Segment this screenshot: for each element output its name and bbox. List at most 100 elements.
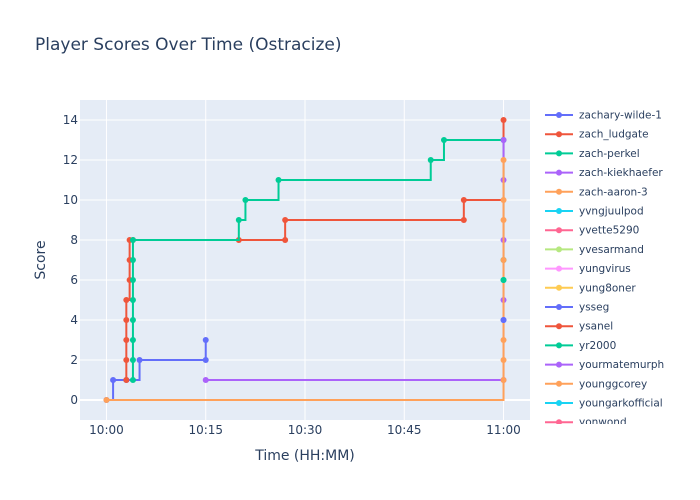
data-point	[202, 337, 209, 343]
data-point	[103, 397, 110, 403]
data-point	[500, 197, 507, 203]
legend-marker	[556, 400, 562, 406]
legend-marker	[556, 323, 562, 330]
data-point	[500, 117, 507, 123]
legend-label: yvesarmand	[579, 244, 644, 256]
data-point	[202, 357, 209, 363]
data-point	[500, 277, 507, 283]
data-point	[129, 297, 136, 303]
data-point	[129, 317, 136, 323]
data-point	[235, 217, 242, 223]
legend-marker	[556, 265, 562, 272]
data-point	[460, 217, 467, 223]
data-point	[136, 357, 143, 363]
legend-marker	[556, 246, 562, 253]
data-point	[500, 137, 507, 143]
legend-item[interactable]: zach-aaron-3	[545, 186, 648, 198]
data-point	[500, 157, 507, 163]
legend-label: yungvirus	[579, 263, 631, 275]
data-point	[500, 377, 507, 383]
legend-item[interactable]: yourmatemurph	[545, 359, 664, 371]
x-tick-label: 10:30	[288, 423, 323, 437]
data-point	[123, 377, 130, 383]
series-layer	[103, 117, 507, 403]
legend-label: ysanel	[579, 321, 613, 333]
legend-label: yourmatemurph	[579, 359, 664, 371]
legend-item[interactable]: yung8oner	[545, 282, 636, 294]
legend-item[interactable]: ysanel	[545, 321, 613, 333]
data-point	[242, 197, 249, 203]
x-tick-label: 10:15	[188, 423, 223, 437]
legend-item[interactable]: yvette5290	[545, 225, 639, 237]
legend-label: yvette5290	[579, 225, 639, 237]
legend-label: youngarkofficial	[579, 398, 663, 410]
legend-label: yung8oner	[579, 282, 636, 294]
data-point	[275, 177, 282, 183]
legend-item[interactable]: yonwond	[545, 417, 627, 429]
data-point	[460, 197, 467, 203]
legend-label: yvngjuulpod	[579, 206, 644, 218]
legend-label: ysseg	[579, 302, 609, 314]
legend-marker	[556, 188, 562, 195]
legend-label: zach-perkel	[579, 148, 640, 160]
data-point	[500, 337, 507, 343]
x-axis-title: Time (HH:MM)	[254, 448, 355, 464]
data-point	[123, 317, 130, 323]
legend-item[interactable]: zach-kiekhaefer	[545, 167, 663, 179]
data-point	[500, 257, 507, 263]
legend-marker	[556, 112, 562, 118]
legend-label: yr2000	[579, 340, 616, 352]
data-point	[129, 257, 136, 263]
data-point	[202, 377, 209, 383]
legend-item[interactable]: yvesarmand	[545, 244, 644, 256]
data-point	[282, 217, 289, 223]
legend-marker	[556, 208, 562, 214]
y-tick-label: 12	[63, 153, 78, 167]
legend-item[interactable]: yungvirus	[545, 263, 631, 275]
y-tick-label: 8	[70, 233, 78, 247]
legend-item[interactable]: zach_ludgate	[545, 129, 649, 141]
legend-label: zachary-wilde-1	[579, 110, 662, 122]
legend-label: zach-aaron-3	[579, 186, 648, 198]
legend-item[interactable]: yvngjuulpod	[545, 206, 644, 218]
y-tick-label: 10	[63, 193, 78, 207]
legend-label: zach_ludgate	[579, 129, 649, 141]
legend-item[interactable]: younggcorey	[545, 378, 647, 390]
y-tick-label: 0	[70, 393, 78, 407]
series-yr2000	[500, 277, 507, 283]
data-point	[282, 237, 289, 243]
chart-title: Player Scores Over Time (Ostracize)	[35, 35, 342, 55]
legend-item[interactable]: youngarkofficial	[545, 398, 663, 410]
legend-marker	[556, 342, 562, 349]
legend-marker	[556, 284, 562, 291]
data-point	[129, 357, 136, 363]
data-point	[440, 137, 447, 143]
data-point	[123, 357, 130, 363]
legend-label: zach-kiekhaefer	[579, 167, 663, 179]
y-tick-label: 6	[70, 273, 78, 287]
legend-marker	[556, 380, 562, 387]
data-point	[110, 377, 117, 383]
legend-marker	[556, 131, 562, 138]
legend-marker	[556, 361, 562, 368]
data-point	[500, 217, 507, 223]
x-tick-label: 10:00	[89, 423, 124, 437]
series-ysseg	[500, 317, 507, 323]
legend-item[interactable]: zachary-wilde-1	[545, 110, 662, 122]
legend-item[interactable]: zach-perkel	[545, 148, 640, 160]
legend-items: zachary-wilde-1 zach_ludgate zach-perkel za…	[545, 110, 664, 429]
y-tick-label: 14	[63, 113, 78, 127]
legend[interactable]: zachary-wilde-1 zach_ludgate zach-perkel za…	[545, 110, 664, 429]
data-point	[129, 377, 136, 383]
data-point	[427, 157, 434, 163]
legend-item[interactable]: yr2000	[545, 340, 616, 352]
y-tick-label: 4	[70, 313, 78, 327]
data-point	[123, 297, 130, 303]
legend-marker	[556, 227, 562, 234]
legend-label: yonwond	[579, 417, 627, 429]
data-point	[129, 277, 136, 283]
x-axis-ticks: 10:00 10:15 10:30 10:45 11:00	[89, 423, 521, 437]
data-point	[123, 337, 130, 343]
legend-item[interactable]: ysseg	[545, 302, 609, 314]
